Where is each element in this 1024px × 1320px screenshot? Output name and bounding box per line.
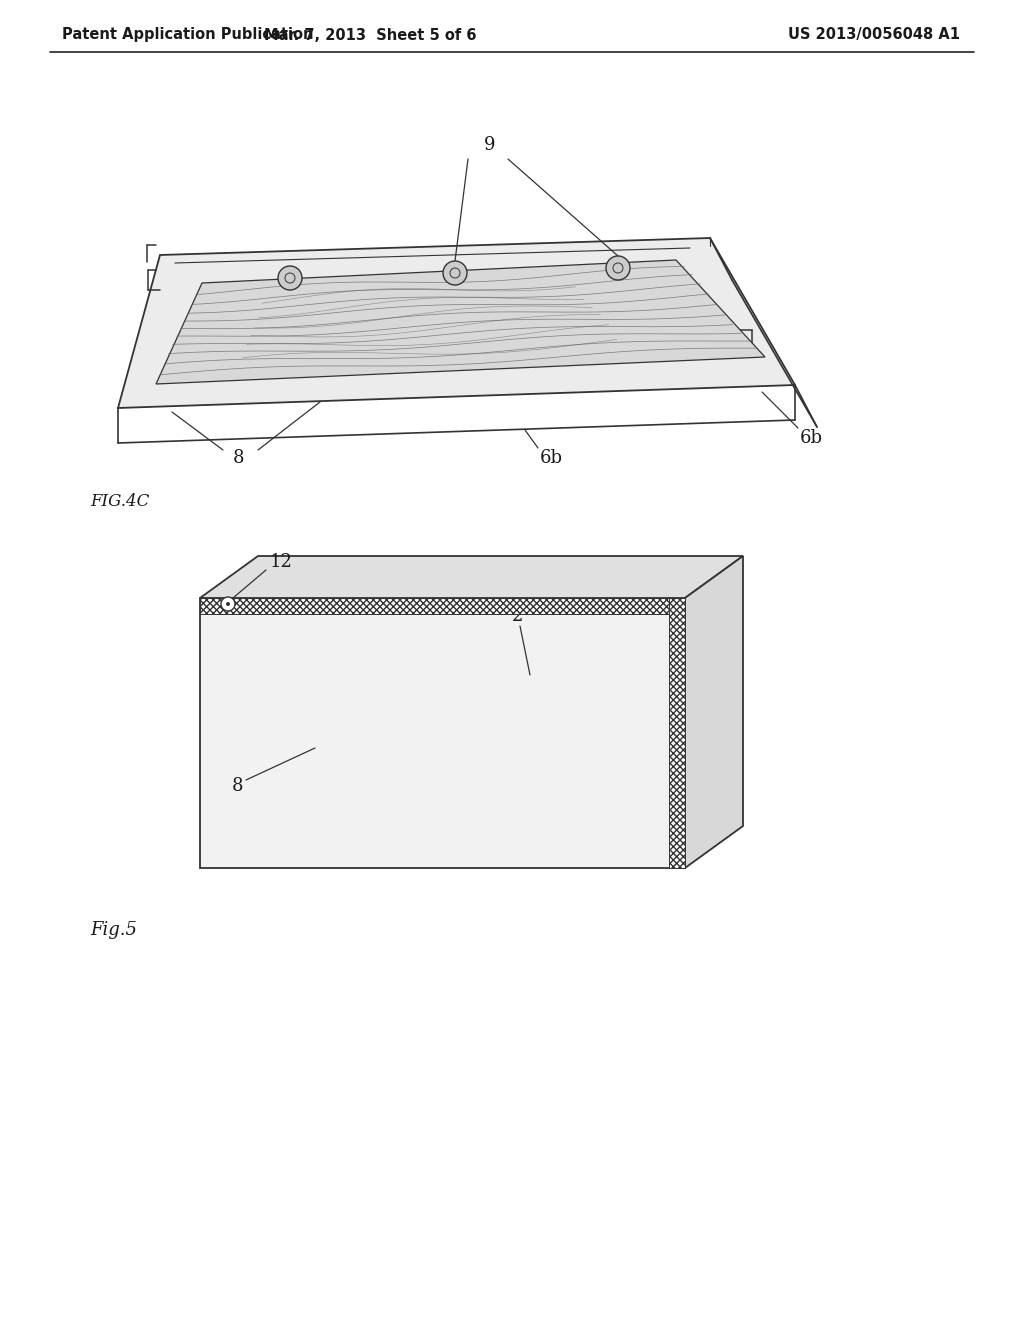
Circle shape: [606, 256, 630, 280]
Polygon shape: [200, 556, 743, 598]
Text: Mar. 7, 2013  Sheet 5 of 6: Mar. 7, 2013 Sheet 5 of 6: [264, 28, 476, 42]
Text: 6b: 6b: [800, 429, 823, 447]
Polygon shape: [118, 238, 795, 408]
Circle shape: [278, 267, 302, 290]
Text: Patent Application Publication: Patent Application Publication: [62, 28, 313, 42]
Text: 8: 8: [232, 777, 244, 795]
Polygon shape: [200, 598, 685, 869]
Polygon shape: [669, 598, 685, 869]
Text: Fig.5: Fig.5: [90, 921, 137, 939]
Polygon shape: [156, 260, 765, 384]
Polygon shape: [685, 556, 743, 869]
Circle shape: [443, 261, 467, 285]
Text: US 2013/0056048 A1: US 2013/0056048 A1: [788, 28, 961, 42]
Text: FIG.4C: FIG.4C: [90, 494, 150, 511]
Circle shape: [221, 597, 234, 611]
Polygon shape: [200, 598, 685, 614]
Text: 2: 2: [512, 607, 523, 624]
Circle shape: [226, 602, 230, 606]
Text: 6b: 6b: [540, 449, 563, 467]
Text: 9: 9: [484, 136, 496, 154]
Text: 8: 8: [232, 449, 244, 467]
Text: 12: 12: [270, 553, 293, 572]
